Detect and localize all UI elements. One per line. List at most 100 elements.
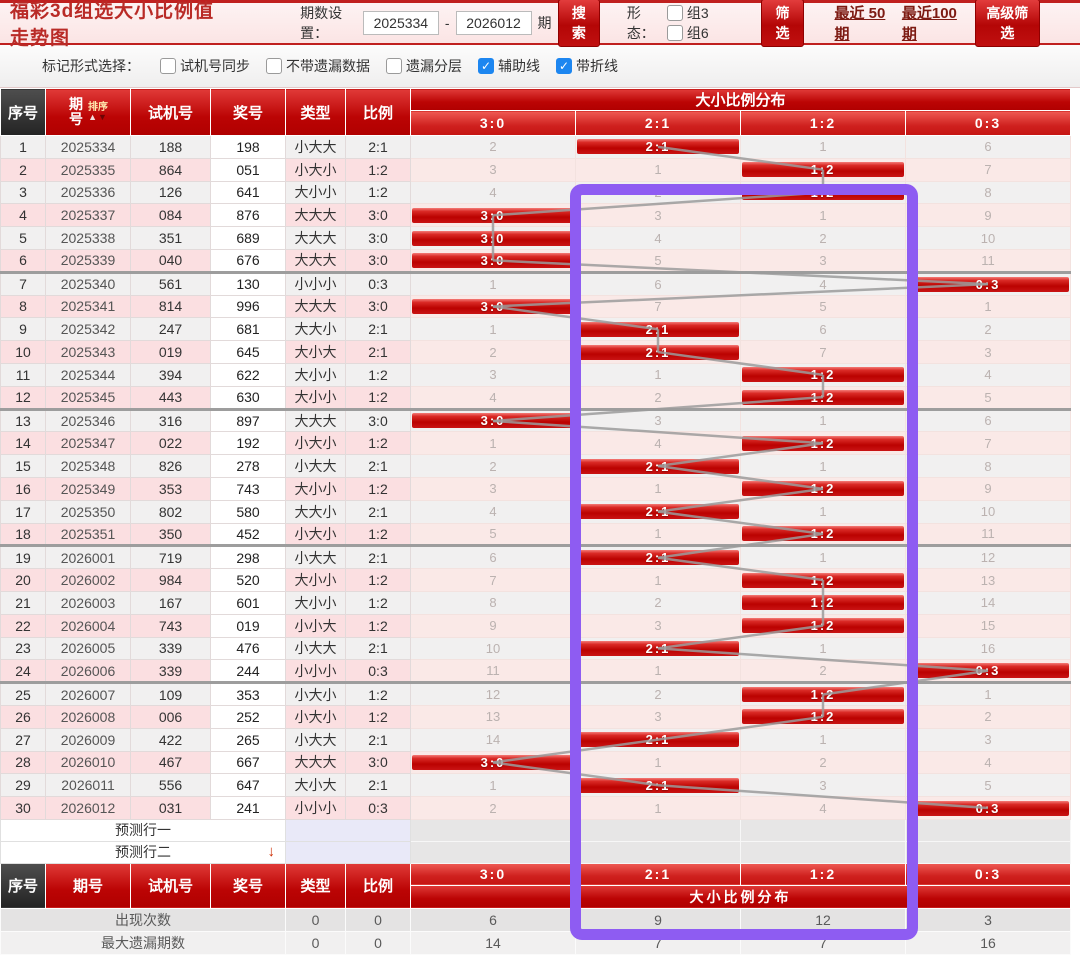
mark-option[interactable]: ✓ 带折线	[556, 56, 618, 76]
cell-ratio: 2:1	[345, 317, 411, 342]
group-header-title: 大小比例分布	[409, 88, 1072, 111]
stats-rows: 出现次数 0 0 6 9 12 3 最大遗漏期数 0 0 14 7 7 16	[0, 907, 1072, 955]
ratio-cell: 5	[904, 773, 1072, 798]
checkbox-icon[interactable]: ✓	[556, 58, 572, 74]
cell-test: 339	[130, 659, 211, 685]
mark-option[interactable]: ✓ 辅助线	[478, 56, 540, 76]
ratio-hit-block: 2:1	[577, 458, 739, 474]
ratio-hit-block: 3:0	[412, 413, 574, 429]
advanced-filter-button[interactable]: 高级筛选	[974, 0, 1041, 47]
period-header-label: 期号	[69, 96, 83, 127]
ratio-cell: 8	[410, 590, 576, 615]
table-row: 28 2026010 467 667 大大大 3:0 3:0 1 2 4	[0, 750, 1072, 775]
cell-ratio: 1:2	[345, 613, 411, 638]
cell-type: 大大大	[285, 294, 346, 319]
cell-seq: 27	[0, 727, 46, 752]
ratio-cell: 2	[904, 704, 1072, 729]
cell-test: 864	[130, 157, 211, 182]
stats-label: 出现次数	[0, 907, 286, 932]
ratio-cell: 2	[904, 317, 1072, 342]
ratio-hit-block: 2:1	[577, 139, 739, 155]
ratio-cell: 4	[410, 180, 576, 205]
ratio-hit-block: 3:0	[412, 230, 574, 246]
cell-period: 2025337	[45, 203, 131, 228]
ratio-cell: 1:2	[740, 180, 906, 205]
shape-option[interactable]: ✓组3	[666, 3, 709, 23]
ratio-hit-block: 2:1	[577, 504, 739, 520]
shape-option[interactable]: ✓组6	[666, 23, 709, 43]
table-row: 14 2025347 022 192 小大小 1:2 1 4 1:2 7	[0, 431, 1072, 456]
checkbox-icon[interactable]: ✓	[386, 58, 402, 74]
ratio-cell: 3	[740, 248, 906, 274]
footer-col-type: 类型	[285, 862, 346, 909]
ratio-hit-block: 3:0	[412, 298, 574, 314]
cell-type: 小大大	[285, 636, 346, 661]
period-from-input[interactable]	[362, 11, 439, 35]
ratio-cell: 14	[410, 727, 576, 752]
cell-seq: 10	[0, 340, 46, 364]
cell-seq: 22	[0, 613, 46, 638]
mark-option[interactable]: ✓不带遗漏数据	[266, 56, 370, 76]
recent-50-link[interactable]: 最近 50期	[834, 5, 886, 43]
cell-ratio: 1:2	[345, 476, 411, 501]
stats-value: 0	[285, 907, 346, 932]
cell-period: 2026011	[45, 773, 131, 798]
cell-ratio: 2:1	[345, 454, 411, 478]
checkbox-icon[interactable]: ✓	[160, 58, 176, 74]
cell-ratio: 2:1	[345, 727, 411, 752]
filter-button[interactable]: 筛选	[761, 0, 804, 47]
cell-test: 561	[130, 271, 211, 296]
ratio-cell: 6	[904, 408, 1072, 433]
cell-type: 小小小	[285, 659, 346, 685]
checkbox-icon[interactable]: ✓	[478, 58, 494, 74]
col-header-period[interactable]: 期号 排序 ▲▼	[45, 88, 131, 136]
sort-desc-icon[interactable]: ▼	[98, 111, 108, 122]
cell-period: 2025348	[45, 454, 131, 478]
cell-seq: 30	[0, 796, 46, 820]
col-header-ratio: 比例	[345, 88, 411, 136]
table-row: 22 2026004 743 019 小小大 1:2 9 3 1:2 15	[0, 613, 1072, 638]
cell-test: 019	[130, 340, 211, 364]
cell-prize: 353	[210, 682, 286, 706]
ratio-cell: 1:2	[740, 704, 906, 729]
cell-test: 556	[130, 773, 211, 798]
ratio-cell: 7	[740, 340, 906, 364]
cell-seq: 21	[0, 590, 46, 615]
ratio-hit-block: 3:0	[412, 252, 574, 268]
search-button[interactable]: 搜索	[557, 0, 601, 47]
prediction-row-2-input[interactable]	[285, 840, 411, 864]
sort-asc-icon[interactable]: ▲	[88, 111, 98, 122]
cell-period: 2025346	[45, 408, 131, 433]
cell-test: 006	[130, 704, 211, 729]
ratio-hit-block: 2:1	[577, 550, 739, 566]
cell-period: 2025345	[45, 385, 131, 411]
recent-100-link[interactable]: 最近100期	[901, 5, 957, 43]
checkbox-icon[interactable]: ✓	[666, 25, 683, 41]
ratio-cell: 10	[410, 636, 576, 661]
mark-option[interactable]: ✓试机号同步	[160, 56, 250, 76]
cell-period: 2026005	[45, 636, 131, 661]
ratio-cell: 1	[740, 636, 906, 661]
cell-type: 小大小	[285, 157, 346, 182]
cell-seq: 4	[0, 203, 46, 228]
ratio-cell: 3	[410, 362, 576, 387]
sort-control[interactable]: 排序 ▲▼	[88, 102, 108, 122]
period-settings-label: 期数设置：	[300, 5, 343, 41]
cell-test: 826	[130, 454, 211, 478]
prediction-row-1-input[interactable]	[285, 818, 411, 842]
footer-col-prize: 奖号	[210, 862, 286, 909]
cell-ratio: 1:2	[345, 157, 411, 182]
checkbox-icon[interactable]: ✓	[266, 58, 282, 74]
cell-period: 2025334	[45, 135, 131, 159]
checkbox-icon[interactable]: ✓	[666, 5, 683, 21]
ratio-cell: 7	[904, 157, 1072, 182]
period-to-input[interactable]	[455, 11, 532, 35]
ratio-cell: 4	[410, 385, 576, 411]
cell-test: 031	[130, 796, 211, 820]
ratio-cell: 11	[904, 522, 1072, 548]
prediction-collapse-arrow-icon[interactable]: ↓	[267, 842, 276, 860]
ratio-cell: 14	[904, 590, 1072, 615]
cell-period: 2025349	[45, 476, 131, 501]
mark-option[interactable]: ✓遗漏分层	[386, 56, 462, 76]
ratio-hit-block: 1:2	[742, 367, 904, 383]
